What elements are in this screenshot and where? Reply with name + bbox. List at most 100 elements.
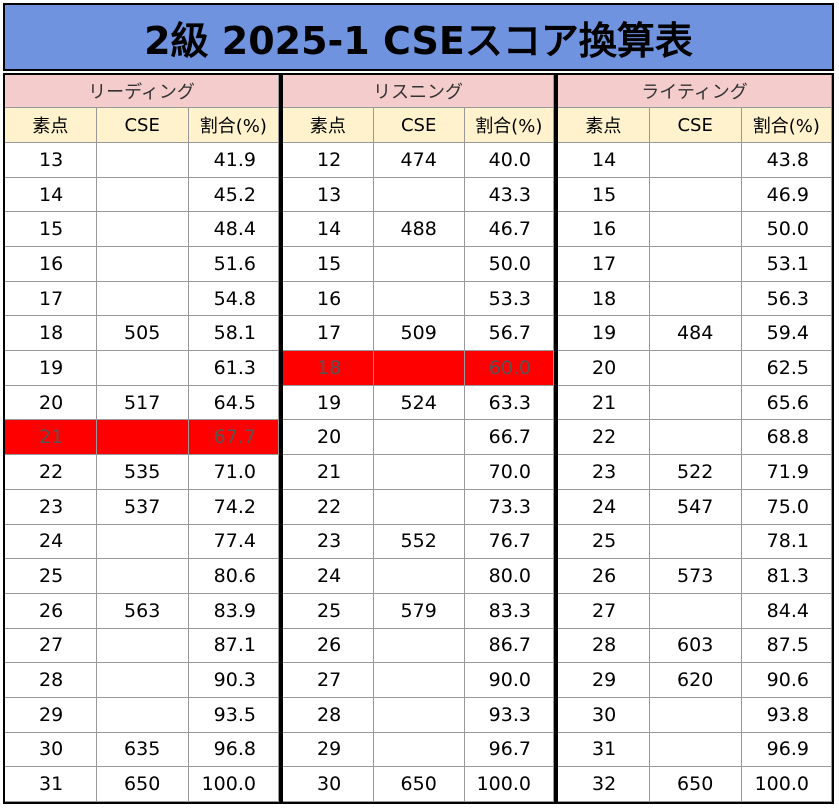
table-cell: 23	[283, 524, 374, 560]
table-cell: 20	[558, 351, 650, 386]
table-cell	[373, 351, 465, 386]
table-cell: 573	[649, 559, 742, 594]
table-cell: 53.3	[464, 281, 554, 317]
table-cell	[96, 697, 189, 733]
column-header: 素点	[283, 108, 374, 143]
table-cell: 26	[558, 559, 650, 594]
section-name: リスニング	[283, 75, 554, 108]
table-cell: 61.3	[188, 351, 279, 386]
table-cell: 22	[558, 420, 650, 456]
table-cell: 96.9	[741, 732, 832, 768]
table-cell: 96.7	[464, 732, 554, 768]
table-cell: 474	[373, 143, 465, 178]
table-cell: 15	[558, 177, 650, 213]
table-cell: 14	[558, 143, 650, 178]
table-cell: 80.0	[464, 559, 554, 594]
table-cell: 30	[5, 732, 97, 768]
table-cell: 24	[558, 489, 650, 525]
table-cell: 522	[649, 455, 742, 490]
table-cell: 547	[649, 489, 742, 525]
table-cell: 62.5	[741, 351, 832, 386]
column-header: 割合(%)	[741, 108, 832, 143]
table-cell: 552	[373, 524, 465, 560]
table-cell	[373, 628, 465, 664]
table-cell: 635	[96, 732, 189, 768]
table-cell: 20	[283, 420, 374, 456]
table-cell: 100.0	[188, 767, 279, 802]
table-cell: 93.5	[188, 697, 279, 733]
table-cell	[649, 697, 742, 733]
table-cell: 484	[649, 316, 742, 352]
table-cell: 54.8	[188, 281, 279, 317]
table-cell: 63.3	[464, 385, 554, 421]
table-cell	[96, 143, 189, 178]
table-cell: 50.0	[464, 247, 554, 282]
table-cell	[649, 385, 742, 421]
table-cell: 15	[283, 247, 374, 282]
table-cell: 18	[283, 351, 374, 386]
table-cell	[373, 420, 465, 456]
table-cell: 509	[373, 316, 465, 352]
table-cell: 16	[283, 281, 374, 317]
column-header: CSE	[96, 108, 189, 143]
table-cell: 59.4	[741, 316, 832, 352]
table-cell: 80.6	[188, 559, 279, 594]
table-cell: 86.7	[464, 628, 554, 664]
table-cell: 71.0	[188, 455, 279, 490]
table-cell: 87.1	[188, 628, 279, 664]
table-cell: 505	[96, 316, 189, 352]
table-cell: 21	[558, 385, 650, 421]
table-cell: 70.0	[464, 455, 554, 490]
table-cell: 603	[649, 628, 742, 664]
column-header: 割合(%)	[464, 108, 554, 143]
table-cell: 21	[5, 420, 97, 456]
table-cell: 74.2	[188, 489, 279, 525]
section-name: リーディング	[5, 75, 279, 108]
table-cell	[649, 593, 742, 629]
table-cell: 21	[283, 455, 374, 490]
table-cell	[649, 177, 742, 213]
table-cell: 46.9	[741, 177, 832, 213]
table-cell: 73.3	[464, 489, 554, 525]
table-cell	[373, 455, 465, 490]
table-cell: 12	[283, 143, 374, 178]
table-cell: 84.4	[741, 593, 832, 629]
table-cell: 17	[283, 316, 374, 352]
section: ライティング 素点 CSE 割合(%) 14 43.8 15 46.9 16 50.0 17 53.1…	[556, 73, 834, 804]
table-cell: 30	[283, 767, 374, 802]
table-cell: 60.0	[464, 351, 554, 386]
section: リスニング 素点 CSE 割合(%) 12 474 40.0 13 43.3 14 488 46.7 1…	[281, 73, 556, 804]
title: 2級 2025-1 CSEスコア換算表	[3, 3, 834, 71]
table-cell: 535	[96, 455, 189, 490]
table-cell: 19	[558, 316, 650, 352]
table-cell: 20	[5, 385, 97, 421]
table-cell	[96, 628, 189, 664]
table-cell: 19	[5, 351, 97, 386]
table-cell: 87.5	[741, 628, 832, 664]
table-cell	[373, 281, 465, 317]
table-cell	[649, 143, 742, 178]
table-cell: 56.3	[741, 281, 832, 317]
table-cell: 30	[558, 697, 650, 733]
table-cell: 67.7	[188, 420, 279, 456]
column-header: 素点	[5, 108, 97, 143]
table-cell	[96, 247, 189, 282]
column-header: 割合(%)	[188, 108, 279, 143]
table-cell: 93.8	[741, 697, 832, 733]
table-cell: 83.3	[464, 593, 554, 629]
table-cell: 620	[649, 663, 742, 698]
table-cell: 488	[373, 212, 465, 248]
table-cell: 90.0	[464, 663, 554, 698]
table-cell	[96, 281, 189, 317]
table-cell: 650	[373, 767, 465, 802]
table-cell: 524	[373, 385, 465, 421]
table-cell: 31	[5, 767, 97, 802]
table-cell	[96, 212, 189, 248]
table-cell: 48.4	[188, 212, 279, 248]
table-cell: 53.1	[741, 247, 832, 282]
table-cell: 100.0	[464, 767, 554, 802]
table-cell	[649, 732, 742, 768]
table-cell: 14	[283, 212, 374, 248]
table-cell	[373, 559, 465, 594]
